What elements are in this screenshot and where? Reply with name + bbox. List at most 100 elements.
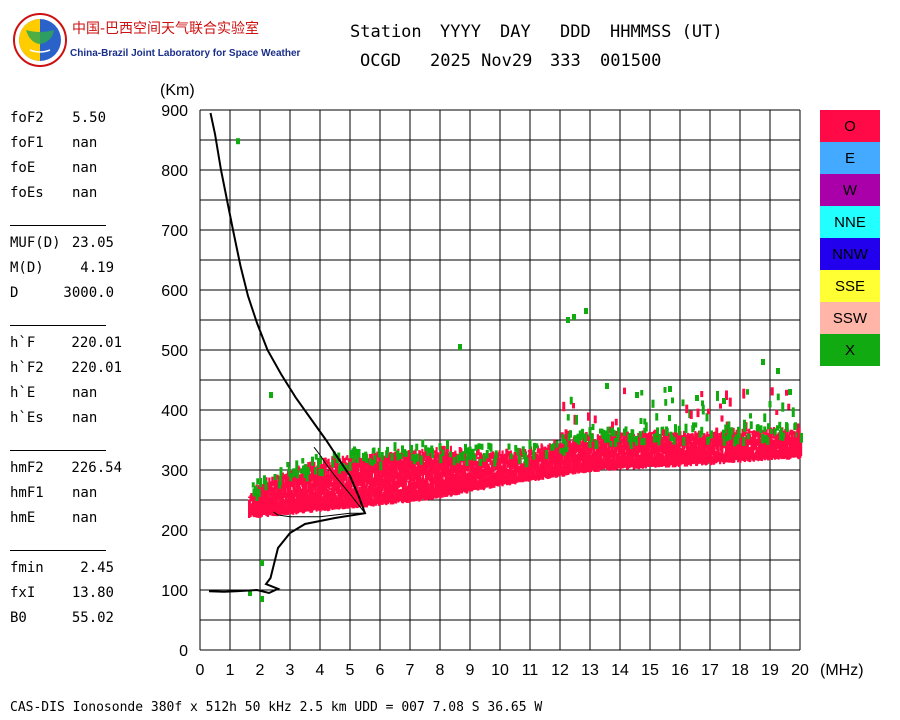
o-echo-mark: [651, 431, 654, 435]
o-echo-mark: [295, 488, 298, 497]
o-echo-mark: [329, 462, 332, 464]
separator-line: [10, 450, 106, 451]
y-tick-label: 600: [161, 283, 188, 300]
x-echo-mark: [386, 446, 389, 455]
legend-item-w: W: [820, 174, 880, 206]
x-tick-label: 9: [466, 662, 475, 679]
o-echo-mark: [479, 462, 482, 475]
x-echo-mark: [256, 478, 260, 485]
legend-item-nne: NNE: [820, 206, 880, 238]
x-echo-mark: [602, 429, 605, 440]
instrument-footer: CAS-DIS Ionosonde 380f x 512h 50 kHz 2.5…: [10, 700, 543, 715]
x-echo-mark: [743, 422, 747, 428]
o-echo-mark: [717, 440, 720, 462]
o-echo-mark: [262, 484, 265, 487]
x-echo-mark: [344, 464, 348, 472]
o-echo-mark: [767, 423, 770, 430]
o-echo-mark: [656, 449, 659, 467]
x-echo-mark: [674, 424, 677, 433]
o-echo-mark: [345, 473, 348, 485]
o-echo-mark: [372, 477, 375, 488]
x-echo-mark: [401, 445, 404, 454]
x-echo-mark: [509, 453, 513, 460]
o-echo-mark: [660, 439, 663, 450]
x-echo-mark: [551, 443, 555, 451]
separator-line: [10, 325, 106, 326]
o-echo-mark: [317, 462, 320, 477]
o-echo-mark: [440, 475, 443, 483]
o-echo-mark: [696, 408, 700, 418]
o-echo-mark: [764, 432, 767, 435]
o-echo-mark: [662, 440, 665, 455]
y-tick-label: 100: [161, 583, 188, 600]
o-echo-mark: [763, 413, 767, 423]
x-echo-mark: [727, 421, 731, 429]
o-echo-mark: [332, 483, 335, 496]
x-echo-mark: [479, 458, 482, 466]
o-echo-mark: [338, 490, 341, 510]
x-echo-mark: [260, 560, 264, 566]
x-echo-mark: [468, 446, 472, 455]
x-echo-mark: [473, 454, 476, 461]
x-echo-mark: [489, 443, 493, 452]
param-name-foe: foE: [10, 160, 36, 176]
o-echo-mark: [422, 452, 425, 456]
x-tick-label: 14: [611, 662, 629, 679]
legend-item-sse: SSE: [820, 270, 880, 302]
o-echo-mark: [685, 404, 689, 414]
x-echo-mark: [410, 454, 414, 461]
o-echo-mark: [696, 432, 699, 445]
x-echo-mark: [377, 447, 381, 458]
y-tick-label: 800: [161, 163, 188, 180]
o-echo-mark: [620, 434, 623, 437]
param-name-fof1: foF1: [10, 135, 44, 151]
o-echo-mark: [544, 446, 547, 451]
param-name-fxi: fxI: [10, 585, 36, 601]
x-echo-mark: [419, 455, 423, 465]
o-echo-mark: [270, 481, 273, 494]
o-echo-mark: [391, 482, 394, 504]
o-echo-mark: [498, 450, 501, 456]
o-echo-mark: [285, 492, 288, 504]
param-name-md: M(D): [10, 260, 44, 276]
o-echo-mark: [770, 387, 774, 396]
o-echo-mark: [701, 404, 705, 415]
o-echo-mark: [417, 465, 420, 471]
x-echo-mark: [564, 441, 568, 450]
x-echo-mark: [606, 426, 610, 435]
o-echo-mark: [317, 469, 320, 487]
o-echo-mark: [597, 456, 600, 467]
x-echo-mark: [584, 308, 588, 314]
o-echo-mark: [477, 447, 480, 455]
x-echo-mark: [424, 445, 428, 452]
o-echo-mark: [720, 431, 723, 449]
header-label-year: YYYY: [440, 22, 481, 42]
o-echo-mark: [444, 452, 447, 458]
o-echo-mark: [537, 460, 540, 470]
x-echo-mark: [320, 468, 324, 477]
o-echo-mark: [667, 432, 670, 438]
o-echo-mark: [586, 434, 589, 441]
param-value-hf2: 220.01: [71, 360, 122, 376]
o-echo-mark: [368, 489, 371, 504]
o-echo-mark: [434, 450, 437, 454]
x-echo-mark: [746, 433, 750, 440]
o-echo-mark: [562, 401, 566, 412]
header-label-station: Station: [350, 22, 422, 42]
o-echo-mark: [440, 466, 443, 475]
o-echo-mark: [697, 434, 700, 438]
o-echo-mark: [577, 443, 580, 447]
o-echo-mark: [661, 436, 664, 440]
o-echo-mark: [449, 477, 452, 495]
o-echo-mark: [569, 396, 573, 405]
o-echo-mark: [311, 464, 314, 472]
o-echo-mark: [392, 464, 395, 474]
y-axis-label: (Km): [160, 82, 195, 99]
x-echo-mark: [379, 461, 383, 471]
param-value-d: 3000.0: [63, 285, 114, 301]
x-echo-mark: [737, 428, 741, 438]
o-echo-mark: [728, 397, 732, 407]
o-echo-mark: [605, 436, 608, 452]
o-echo-mark: [630, 450, 633, 462]
x-echo-mark: [260, 596, 264, 602]
